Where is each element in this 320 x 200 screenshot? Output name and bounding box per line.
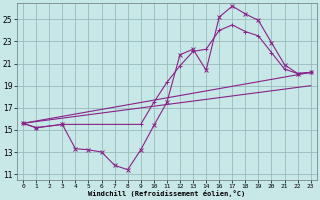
X-axis label: Windchill (Refroidissement éolien,°C): Windchill (Refroidissement éolien,°C) [88, 190, 245, 197]
